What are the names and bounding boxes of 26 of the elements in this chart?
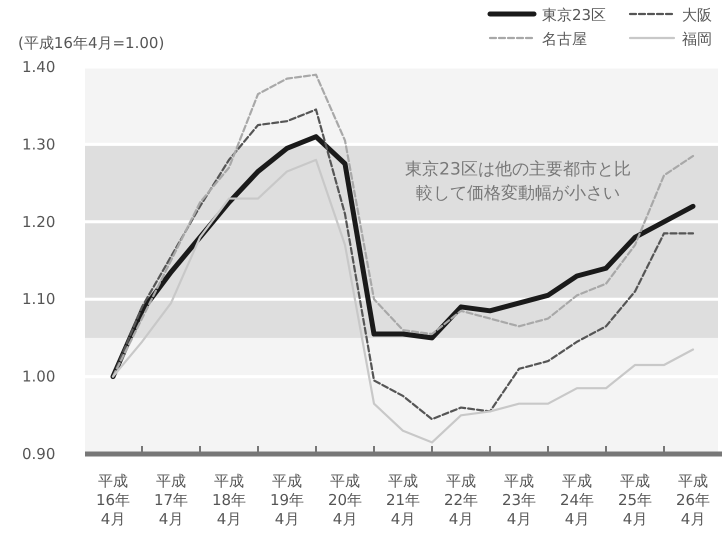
y-tick-label: 1.30 [22, 135, 56, 154]
line-series [112, 158, 694, 444]
y-tick-label: 1.20 [22, 212, 56, 231]
x-tick-label: 平成 25年 4月 [618, 472, 652, 528]
x-tick-label: 平成 16年 4月 [96, 472, 130, 528]
y-tick-label: 0.90 [22, 445, 56, 463]
legend-label: 大阪 [682, 6, 712, 24]
x-tick-label: 平成 21年 4月 [386, 472, 420, 528]
y-tick-label: 1.10 [22, 290, 56, 308]
x-tick-label: 平成 17年 4月 [154, 472, 188, 528]
x-tick-label: 平成 18年 4月 [212, 472, 246, 528]
x-tick-label: 平成 20年 4月 [328, 472, 362, 528]
x-tick-label: 平成 23年 4月 [502, 472, 536, 528]
line-series [112, 74, 694, 378]
x-tick-label: 平成 26年 4月 [676, 472, 710, 528]
band-label: 東京23区は他の主要都市と比較して価格変動幅が小さい [405, 159, 631, 204]
x-tick-label: 平成 24年 4月 [560, 472, 594, 528]
line-series [112, 108, 694, 420]
legend-label: 東京23区 [542, 6, 606, 24]
x-tick-label: 平成 19年 4月 [270, 472, 304, 528]
y-axis-title: (平成16年4月=1.00) [18, 34, 164, 52]
legend-label: 福岡 [682, 30, 712, 48]
y-tick-label: 1.00 [22, 368, 56, 386]
legend-label: 名古屋 [542, 30, 587, 48]
y-tick-label: 1.40 [22, 58, 56, 76]
x-tick-label: 平成 22年 4月 [444, 472, 478, 528]
